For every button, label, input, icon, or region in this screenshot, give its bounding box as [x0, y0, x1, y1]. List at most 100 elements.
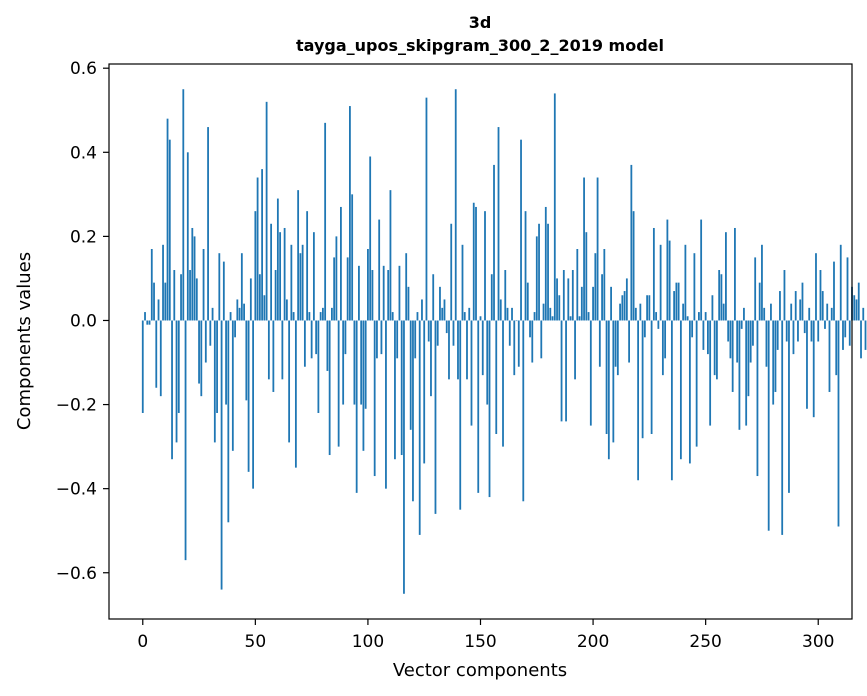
- bar-component-204: [601, 274, 603, 321]
- bar-component-117: [405, 253, 408, 321]
- bar-component-24: [195, 278, 198, 321]
- bar-component-31: [211, 307, 214, 321]
- bar-component-190: [569, 316, 572, 321]
- bar-component-178: [542, 303, 545, 321]
- bar-component-25: [198, 320, 200, 384]
- bar-component-90: [344, 320, 347, 355]
- bar-component-192: [574, 320, 576, 380]
- bar-component-62: [281, 320, 284, 380]
- bar-component-303: [824, 320, 826, 329]
- x-tick-label: 300: [802, 632, 834, 652]
- bar-component-139: [454, 89, 457, 321]
- bar-component-159: [499, 299, 502, 321]
- bar-component-63: [283, 227, 286, 321]
- bar-component-130: [434, 320, 437, 514]
- bar-component-38: [227, 320, 230, 523]
- bar-component-194: [578, 316, 581, 321]
- bar-component-80: [321, 307, 324, 321]
- bar-component-275: [761, 244, 763, 321]
- bar-component-167: [517, 320, 520, 367]
- chart-title-line1: 3d: [469, 13, 492, 32]
- bar-component-138: [452, 320, 455, 346]
- bar-component-269: [747, 320, 750, 397]
- bar-component-186: [560, 320, 563, 422]
- bar-component-153: [486, 320, 489, 405]
- bar-component-18: [182, 89, 185, 321]
- bar-component-22: [191, 227, 194, 321]
- bar-component-67: [292, 312, 295, 321]
- bar-component-283: [779, 291, 781, 321]
- bar-component-294: [803, 320, 806, 334]
- bar-component-218: [632, 211, 635, 321]
- bar-component-271: [752, 320, 754, 346]
- bar-component-224: [646, 295, 649, 321]
- bar-component-267: [743, 307, 745, 321]
- bar-component-223: [643, 320, 646, 338]
- bar-component-209: [612, 320, 615, 443]
- bar-component-118: [407, 286, 410, 321]
- bar-component-196: [583, 177, 585, 321]
- bar-component-304: [826, 303, 829, 321]
- y-axis-ticks: 0.6 0.4 0.2 0.0 −0.2 −0.4 −0.6: [56, 59, 109, 584]
- bar-component-216: [628, 320, 630, 363]
- bar-component-248: [700, 219, 703, 321]
- bar-component-121: [414, 320, 417, 359]
- bar-component-219: [634, 307, 637, 321]
- bar-component-84: [331, 307, 333, 321]
- bar-component-255: [716, 320, 718, 380]
- bar-component-26: [200, 320, 203, 397]
- bar-component-291: [797, 320, 799, 342]
- bar-component-103: [373, 320, 376, 477]
- bar-component-3: [148, 320, 151, 325]
- bar-component-249: [702, 320, 705, 350]
- bar-component-220: [637, 320, 640, 481]
- bar-component-102: [371, 270, 374, 321]
- bar-component-1: [144, 312, 146, 321]
- bar-component-311: [842, 320, 844, 350]
- bar-component-287: [788, 320, 790, 493]
- x-tick-label: 200: [577, 632, 609, 652]
- bar-component-284: [781, 320, 784, 535]
- bar-component-48: [249, 278, 252, 321]
- bar-component-320: [862, 307, 865, 321]
- bar-component-166: [515, 320, 518, 322]
- bar-component-296: [808, 307, 811, 321]
- bar-component-115: [400, 320, 403, 456]
- bar-component-214: [623, 291, 626, 321]
- bar-component-51: [256, 177, 259, 321]
- bar-component-313: [846, 257, 849, 321]
- x-tick-label: 0: [137, 632, 148, 652]
- bar-component-212: [619, 303, 621, 321]
- bar-component-191: [571, 270, 574, 321]
- bar-component-89: [342, 320, 345, 405]
- bar-component-124: [421, 299, 423, 321]
- bar-component-30: [209, 320, 212, 346]
- bar-component-201: [594, 253, 597, 321]
- bar-component-163: [508, 320, 511, 346]
- bar-component-184: [556, 278, 558, 321]
- bar-component-100: [367, 249, 369, 321]
- bar-component-252: [709, 320, 712, 426]
- bar-component-172: [529, 320, 531, 338]
- bar-component-234: [668, 240, 671, 321]
- bar-component-151: [481, 320, 484, 376]
- bar-component-137: [450, 223, 453, 321]
- bar-component-145: [468, 307, 471, 321]
- bar-component-221: [639, 303, 642, 321]
- bar-component-292: [799, 299, 802, 321]
- bar-component-229: [657, 320, 660, 329]
- bar-component-174: [533, 312, 536, 321]
- bar-component-253: [711, 295, 714, 321]
- bar-component-242: [686, 316, 689, 321]
- bar-component-16: [177, 320, 180, 413]
- bar-component-197: [585, 232, 588, 321]
- bar-component-241: [684, 244, 687, 321]
- bar-component-273: [756, 320, 759, 477]
- bar-component-82: [326, 320, 329, 371]
- bar-component-7: [157, 299, 160, 321]
- bar-component-305: [828, 320, 831, 392]
- bar-component-110: [389, 190, 392, 321]
- y-axis-label: Components values: [14, 252, 35, 430]
- bar-component-306: [830, 307, 833, 321]
